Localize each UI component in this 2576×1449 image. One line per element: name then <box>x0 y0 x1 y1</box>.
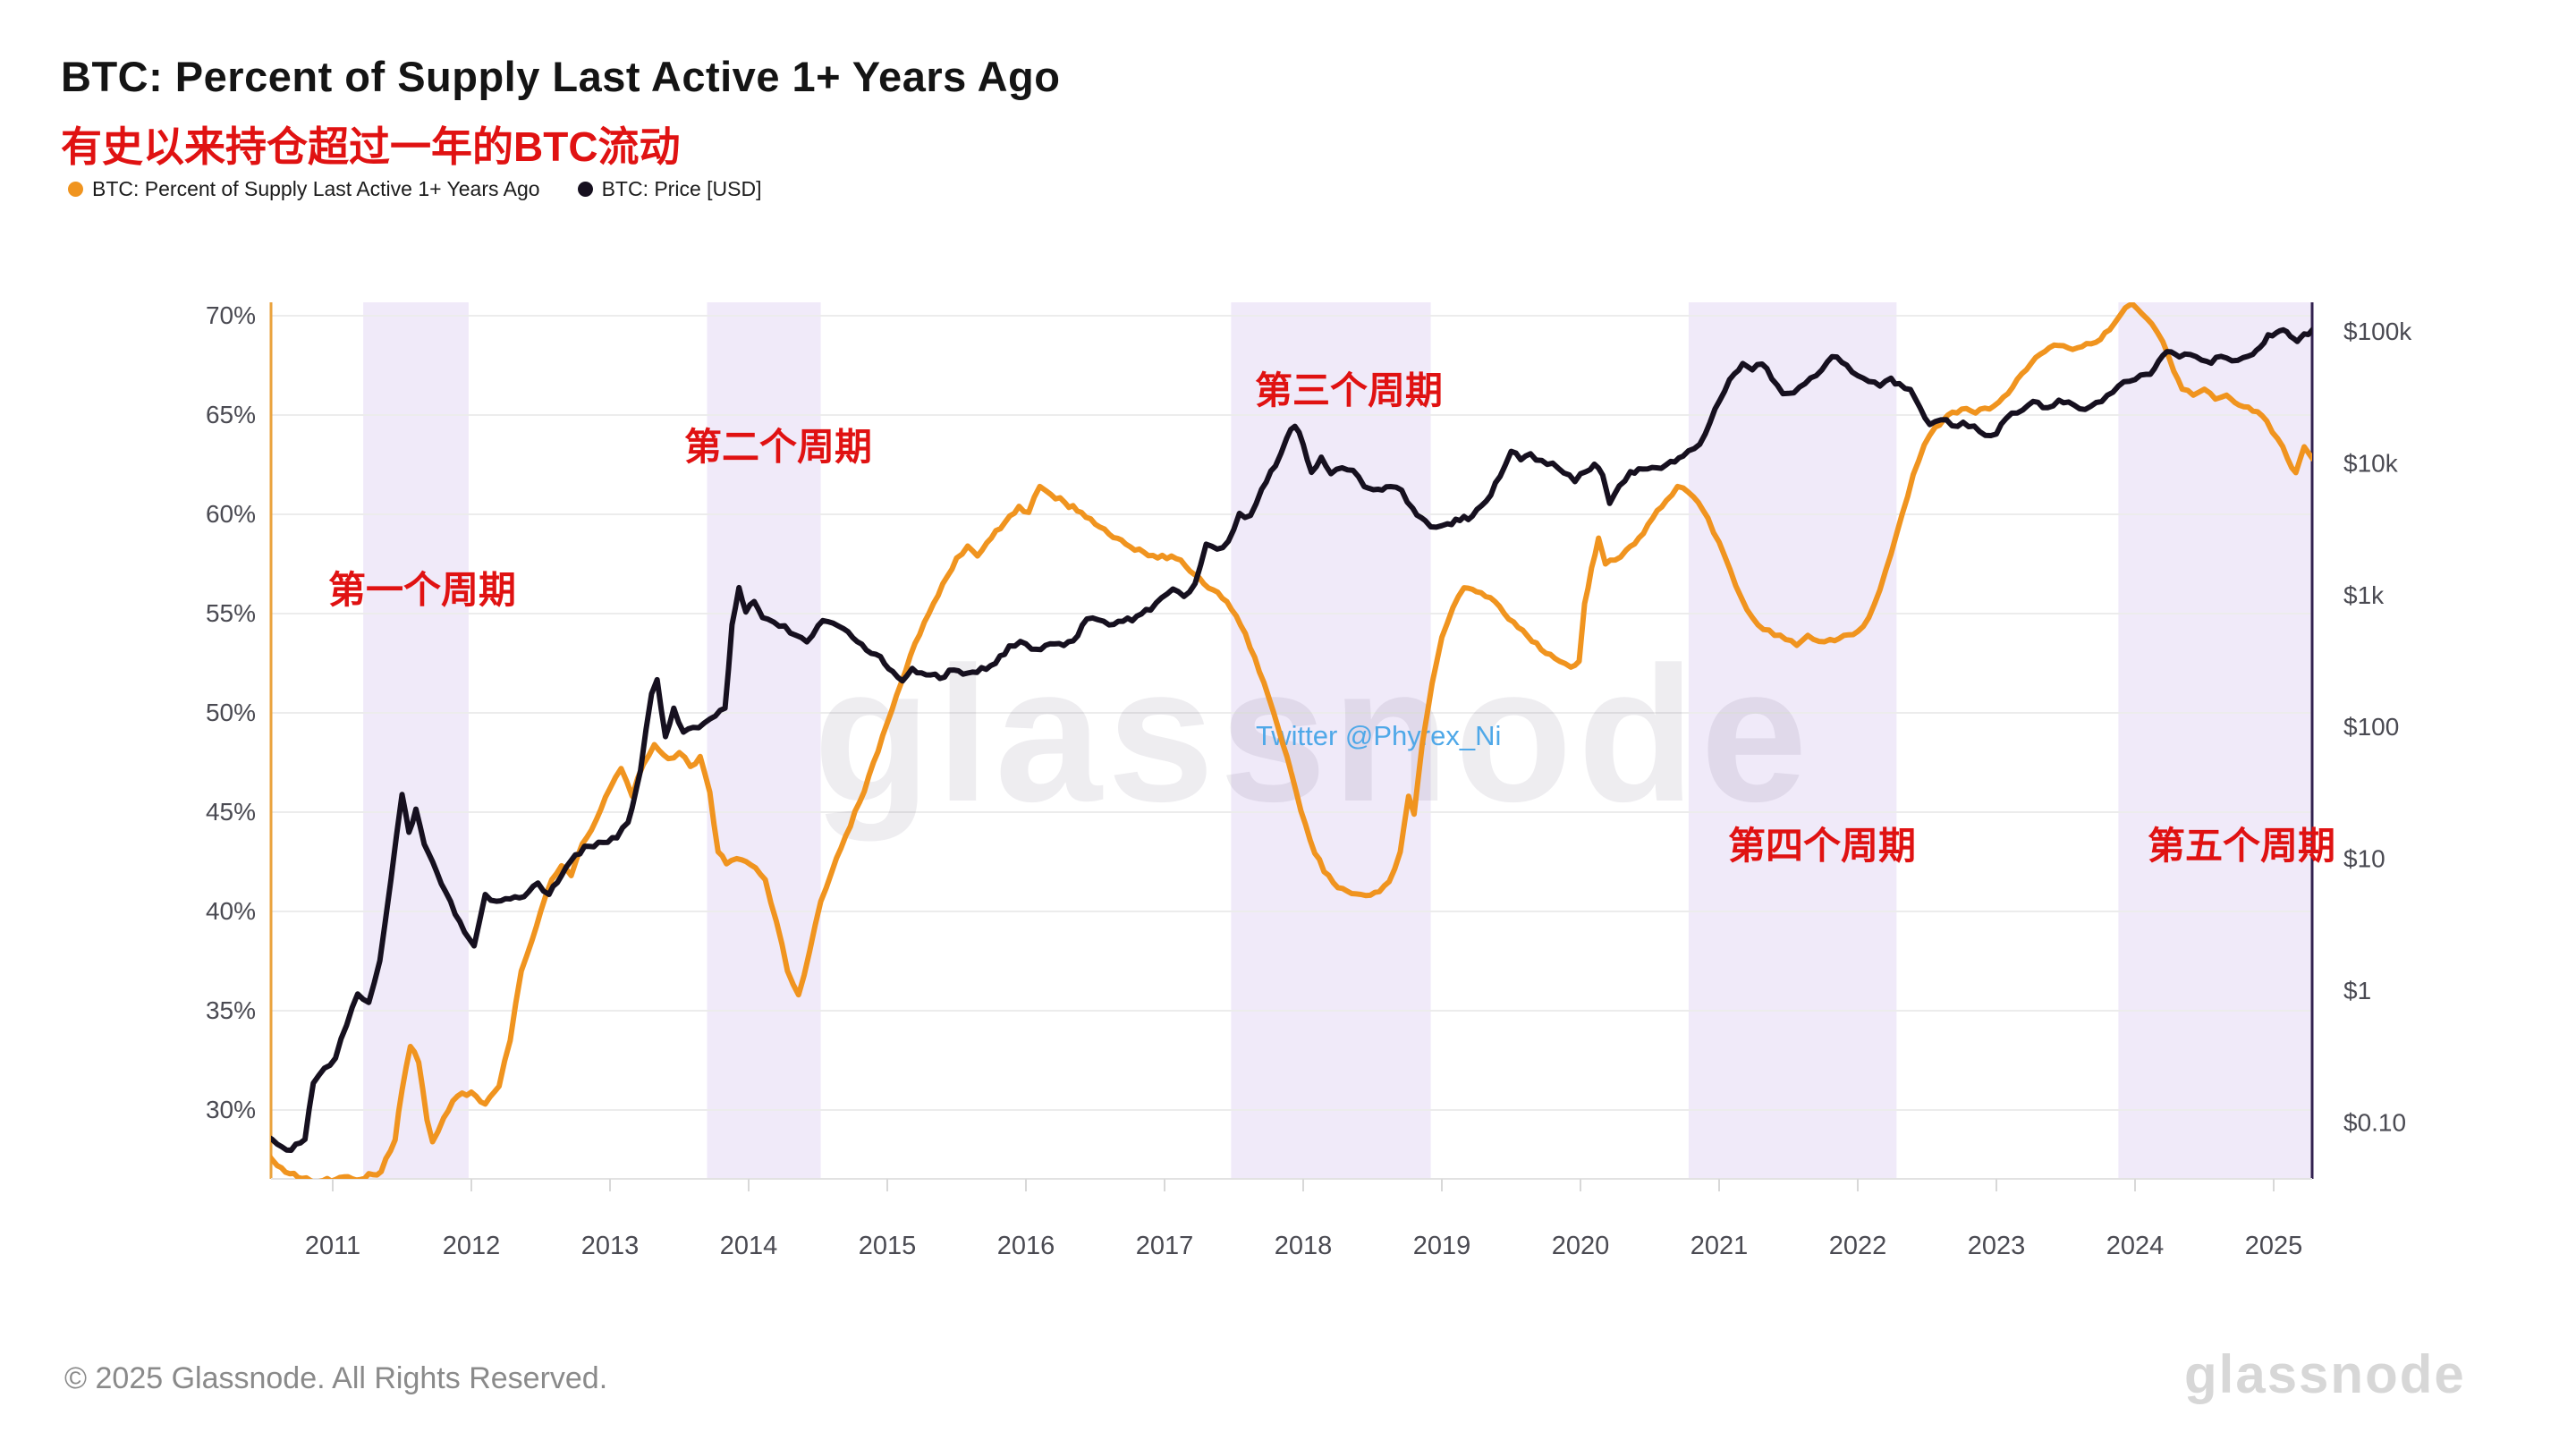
y-right-tick-label-100: $100 <box>2343 713 2399 741</box>
x-tick-label-2016: 2016 <box>997 1232 1055 1260</box>
x-tick-label-2015: 2015 <box>859 1232 917 1260</box>
y-right-tick-label-10k: $10k <box>2343 449 2399 477</box>
legend-item-supply: BTC: Percent of Supply Last Active 1+ Ye… <box>68 177 540 201</box>
x-tick-label-2014: 2014 <box>720 1232 778 1260</box>
legend-label-supply: BTC: Percent of Supply Last Active 1+ Ye… <box>92 177 540 200</box>
twitter-watermark: Twitter @Phyrex_Ni <box>1256 720 1501 751</box>
legend-dot-orange-icon <box>68 182 83 197</box>
series-line-supply-percent <box>271 302 2312 1179</box>
cycle-label-2: 第二个周期 <box>684 426 872 468</box>
y-left-tick-label-70: 70% <box>206 301 256 329</box>
y-right-tick-label-10: $10 <box>2343 845 2385 873</box>
legend-dot-black-icon <box>577 182 593 197</box>
chart-legend: BTC: Percent of Supply Last Active 1+ Ye… <box>68 177 761 201</box>
x-tick-label-2019: 2019 <box>1413 1232 1471 1260</box>
cycle-band-4 <box>1688 302 1897 1179</box>
legend-item-price: BTC: Price [USD] <box>577 177 762 201</box>
x-tick-label-2022: 2022 <box>1829 1232 1887 1260</box>
cycle-band-3 <box>1231 302 1431 1179</box>
cycle-band-1 <box>363 302 469 1179</box>
page-subtitle-chinese: 有史以来持仓超过一年的BTC流动 <box>61 123 681 170</box>
x-tick-label-2023: 2023 <box>1968 1232 2026 1260</box>
cycle-label-5: 第五个周期 <box>2148 825 2335 867</box>
y-left-tick-label-45: 45% <box>206 798 256 826</box>
y-left-tick-label-50: 50% <box>206 699 256 726</box>
x-tick-label-2013: 2013 <box>581 1232 640 1260</box>
y-right-tick-label-100k: $100k <box>2343 318 2412 345</box>
y-left-tick-label-40: 40% <box>206 897 256 925</box>
y-right-tick-label-1: $1 <box>2343 977 2371 1004</box>
cycle-band-2 <box>707 302 821 1179</box>
y-left-tick-label-55: 55% <box>206 599 256 627</box>
y-left-tick-label-30: 30% <box>206 1096 256 1123</box>
x-tick-label-2021: 2021 <box>1690 1232 1749 1260</box>
y-right-tick-label-010: $0.10 <box>2343 1108 2406 1136</box>
x-tick-label-2020: 2020 <box>1552 1232 1610 1260</box>
y-left-tick-label-65: 65% <box>206 401 256 428</box>
y-left-tick-label-60: 60% <box>206 500 256 528</box>
legend-label-price: BTC: Price [USD] <box>601 177 762 200</box>
x-tick-label-2011: 2011 <box>305 1232 360 1260</box>
y-right-tick-label-1k: $1k <box>2343 581 2385 609</box>
glassnode-watermark: glassnode <box>813 626 1812 842</box>
cycle-label-1: 第一个周期 <box>328 569 516 611</box>
x-tick-label-2025: 2025 <box>2245 1232 2303 1260</box>
page-title: BTC: Percent of Supply Last Active 1+ Ye… <box>61 53 1061 100</box>
cycle-label-4: 第四个周期 <box>1728 825 1916 867</box>
x-tick-label-2024: 2024 <box>2106 1232 2165 1260</box>
cycle-label-3: 第三个周期 <box>1255 369 1443 411</box>
glassnode-logo: glassnode <box>2184 1344 2466 1404</box>
copyright-text: © 2025 Glassnode. All Rights Reserved. <box>64 1361 608 1395</box>
x-tick-label-2018: 2018 <box>1275 1232 1333 1260</box>
series-line-btc-price <box>271 326 2312 1153</box>
x-tick-label-2012: 2012 <box>443 1232 501 1260</box>
cycle-band-5 <box>2118 302 2312 1179</box>
y-left-tick-label-35: 35% <box>206 996 256 1024</box>
x-tick-label-2017: 2017 <box>1136 1232 1194 1260</box>
